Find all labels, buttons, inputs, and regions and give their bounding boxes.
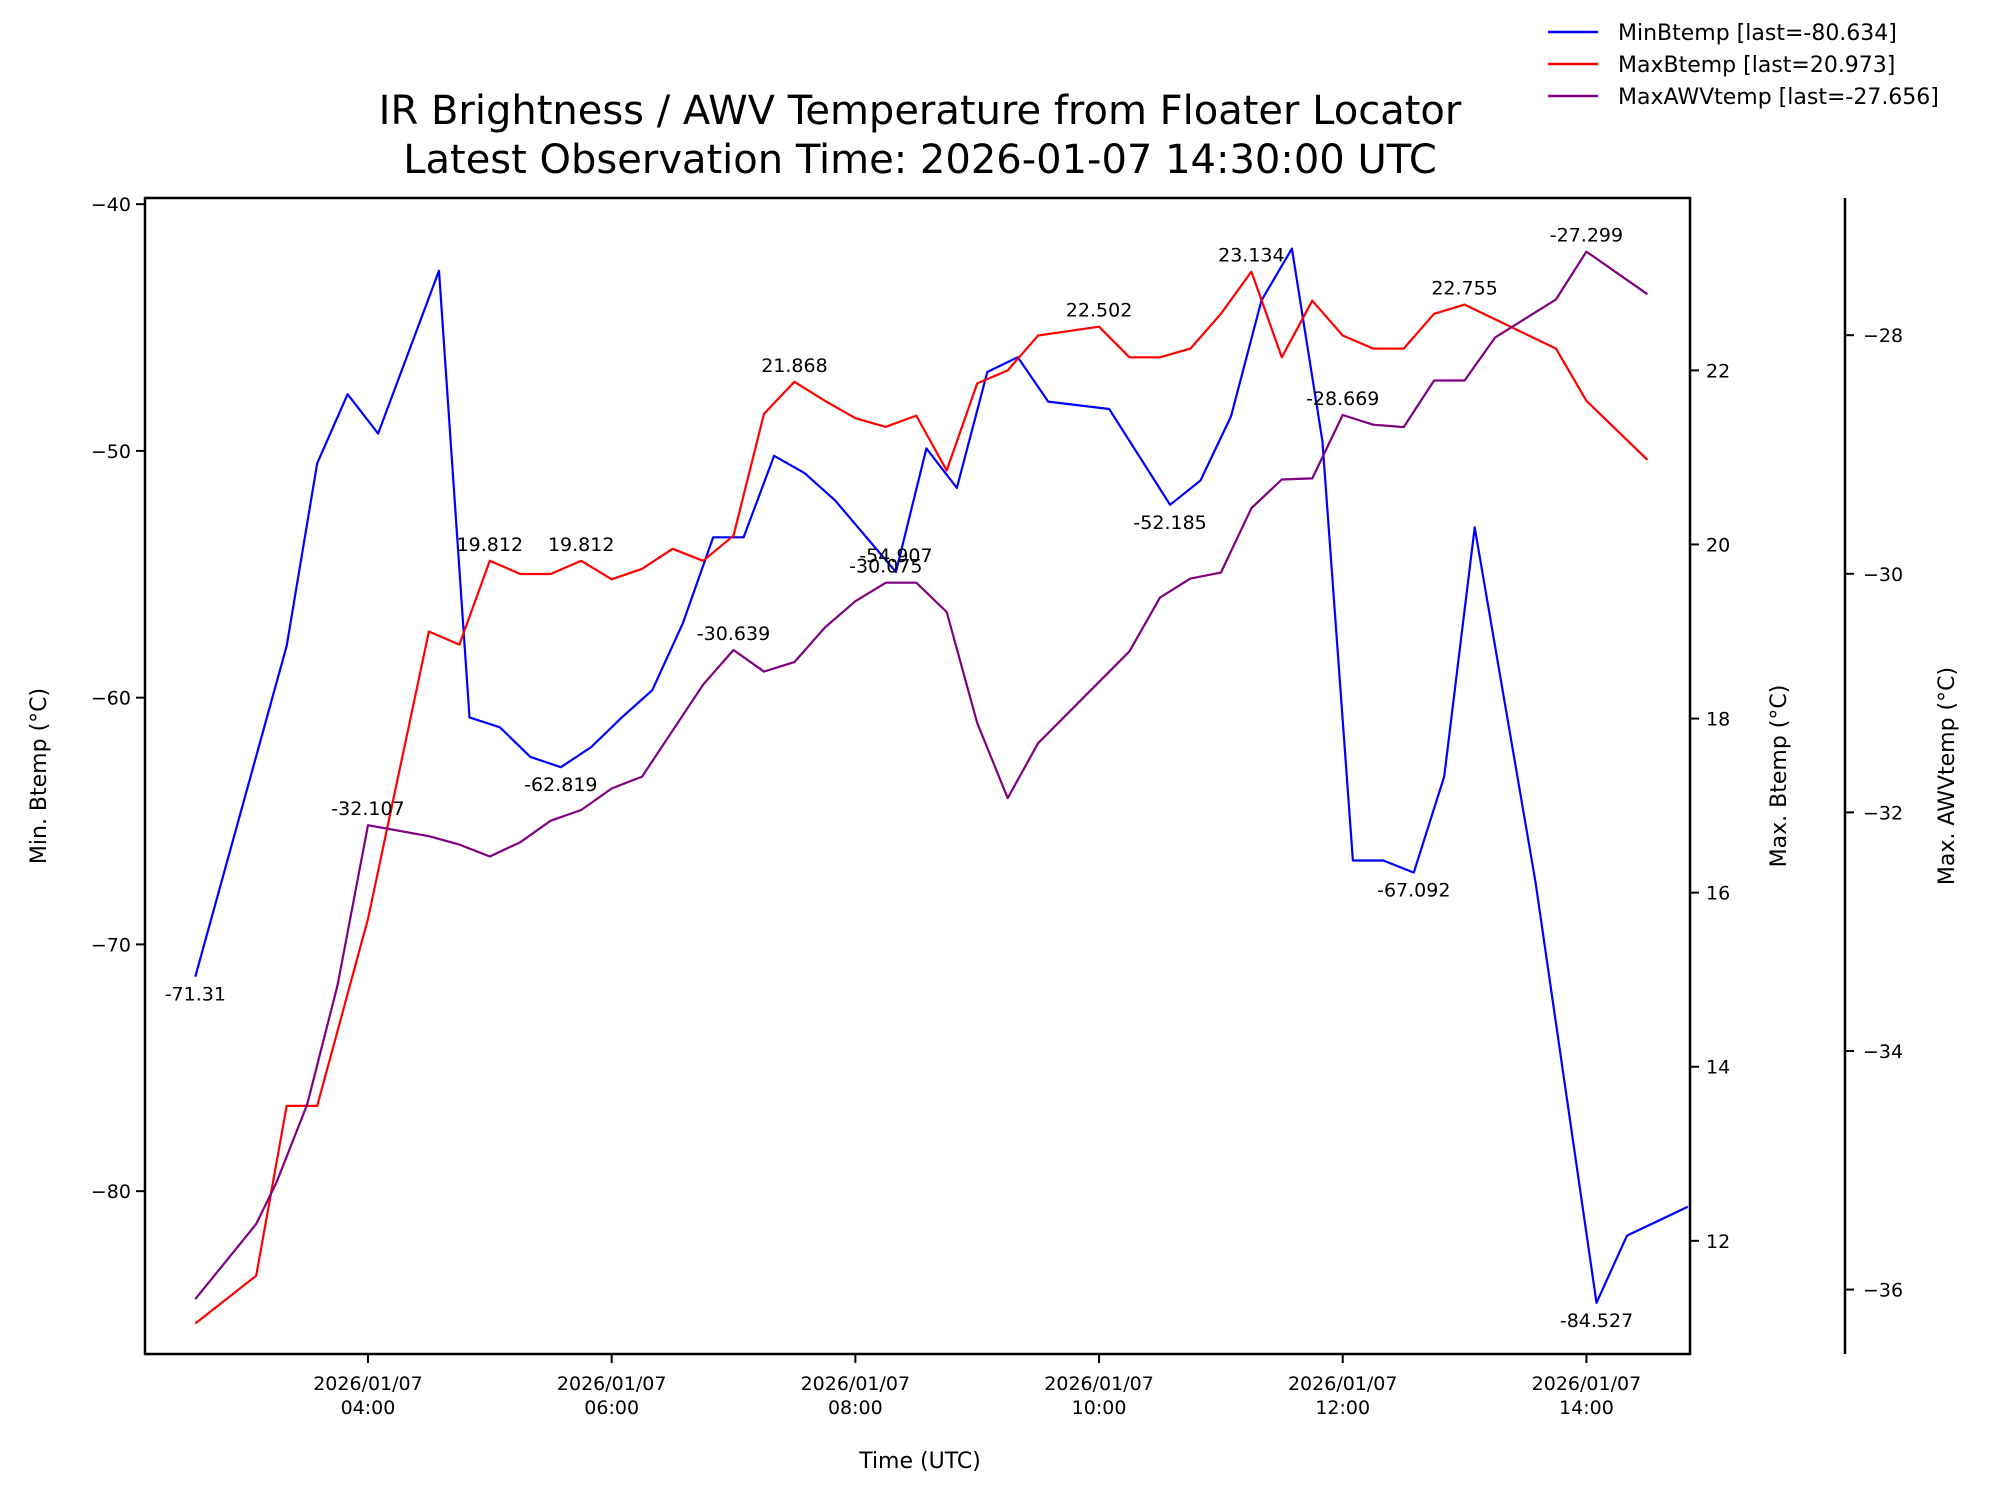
x-tick-label: 04:00 xyxy=(341,1397,396,1419)
right-y-tick-label: 18 xyxy=(1706,709,1730,731)
right-y-tick-label: 14 xyxy=(1706,1057,1730,1079)
axes: 2026/01/0704:002026/01/0706:002026/01/07… xyxy=(27,194,1960,1419)
x-axis-label: Time (UTC) xyxy=(858,1449,981,1474)
data-label: -71.31 xyxy=(165,984,226,1006)
left-y-tick-label: −80 xyxy=(91,1181,131,1203)
right-y-tick-label: 20 xyxy=(1706,534,1730,556)
left-y-tick-label: −70 xyxy=(91,934,131,956)
data-label: -67.092 xyxy=(1377,880,1450,902)
legend-entry: MaxBtemp [last=20.973] xyxy=(1618,53,1895,78)
right-y-axis-label: Max. Btemp (°C) xyxy=(1767,685,1792,868)
annotations: -71.31 -62.819 -54.907 -52.185 -67.092 -84.52… xyxy=(165,225,1634,1332)
right2-y-tick-label: −28 xyxy=(1863,325,1903,347)
right2-y-axis-label: Max. AWVtemp (°C) xyxy=(1935,667,1960,885)
left-y-tick-label: −50 xyxy=(91,441,131,463)
data-label: -62.819 xyxy=(524,774,597,796)
chart-title-line-2: Latest Observation Time: 2026-01-07 14:3… xyxy=(403,137,1437,183)
data-label: -52.185 xyxy=(1133,512,1206,534)
minbtemp-line xyxy=(194,247,1689,1304)
legend-entry: MinBtemp [last=-80.634] xyxy=(1618,21,1897,46)
right-y-tick-label: 16 xyxy=(1706,883,1730,905)
x-tick-label: 2026/01/07 xyxy=(313,1373,423,1395)
data-label: 19.812 xyxy=(548,534,614,556)
right2-y-tick-label: −30 xyxy=(1863,564,1903,586)
right2-y-tick-label: −36 xyxy=(1863,1280,1903,1302)
x-tick-label: 2026/01/07 xyxy=(1288,1373,1398,1395)
x-tick-label: 14:00 xyxy=(1559,1397,1614,1419)
x-tick-label: 2026/01/07 xyxy=(1044,1373,1154,1395)
right2-y-tick-label: −34 xyxy=(1863,1041,1903,1063)
x-tick-label: 06:00 xyxy=(584,1397,639,1419)
left-y-axis-label: Min. Btemp (°C) xyxy=(27,688,52,864)
data-label: -54.907 xyxy=(859,545,932,567)
data-label: -32.107 xyxy=(331,798,404,820)
x-tick-label: 2026/01/07 xyxy=(1532,1373,1642,1395)
legend-entry: MaxAWVtemp [last=-27.656] xyxy=(1618,85,1939,110)
right-y-tick-label: 22 xyxy=(1706,360,1730,382)
series xyxy=(194,247,1689,1325)
x-tick-label: 12:00 xyxy=(1315,1397,1370,1419)
x-tick-label: 2026/01/07 xyxy=(557,1373,667,1395)
right2-y-tick-label: −32 xyxy=(1863,802,1903,824)
data-label: 22.502 xyxy=(1066,300,1132,322)
data-label: -28.669 xyxy=(1306,388,1379,410)
data-label: -84.527 xyxy=(1560,1310,1633,1332)
data-label: -27.299 xyxy=(1550,225,1623,247)
maxawvtemp-line xyxy=(194,250,1649,1300)
chart-title: IR Brightness / AWV Temperature from Flo… xyxy=(379,88,1462,183)
left-y-tick-label: −60 xyxy=(91,688,131,710)
data-label: -30.639 xyxy=(697,623,770,645)
data-label: -30.075 xyxy=(849,556,922,578)
legend: MinBtemp [last=-80.634] MaxBtemp [last=20… xyxy=(1548,21,1939,110)
right-y-tick-label: 12 xyxy=(1706,1231,1730,1253)
data-label: 21.868 xyxy=(761,355,827,377)
x-tick-label: 08:00 xyxy=(828,1397,883,1419)
x-tick-label: 2026/01/07 xyxy=(801,1373,911,1395)
data-label: 22.755 xyxy=(1431,278,1497,300)
data-label: 19.812 xyxy=(457,534,523,556)
chart-title-line-1: IR Brightness / AWV Temperature from Flo… xyxy=(379,88,1462,134)
maxbtemp-line xyxy=(194,270,1649,1325)
plot-frame xyxy=(143,196,1692,1356)
x-tick-label: 10:00 xyxy=(1072,1397,1127,1419)
data-label: 23.134 xyxy=(1218,245,1284,267)
left-y-tick-label: −40 xyxy=(91,194,131,216)
